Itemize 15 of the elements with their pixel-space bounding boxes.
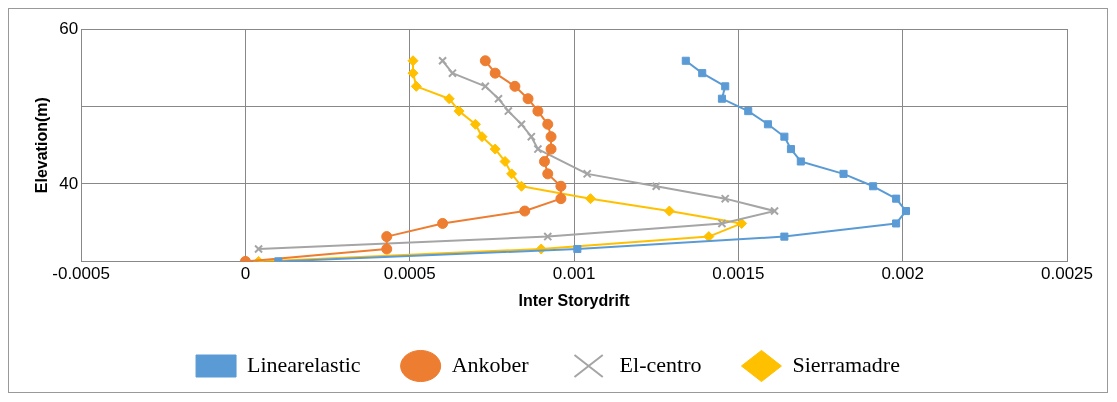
y-tick-label: 60 xyxy=(59,18,79,38)
x-tick-label: 0.001 xyxy=(552,264,596,284)
legend-label: Linearelastic xyxy=(247,351,361,377)
x-axis-title: Inter Storydrift xyxy=(518,291,631,309)
x-tick-label: 0.0005 xyxy=(383,264,436,284)
x-tick-label: 0.002 xyxy=(881,264,924,284)
y-axis-title: Elevation(m) xyxy=(33,97,51,194)
y-tick-label: 40 xyxy=(59,173,79,193)
x-tick-label: 0.0015 xyxy=(712,264,765,284)
x-tick-label: -0.0005 xyxy=(52,264,110,284)
x-tick-label: 0 xyxy=(240,264,251,284)
legend-label: El-centro xyxy=(619,351,702,377)
legend-label: Sierramadre xyxy=(792,351,900,377)
x-tick-label: 0.0025 xyxy=(1041,264,1093,284)
legend-label: Ankober xyxy=(451,351,530,377)
